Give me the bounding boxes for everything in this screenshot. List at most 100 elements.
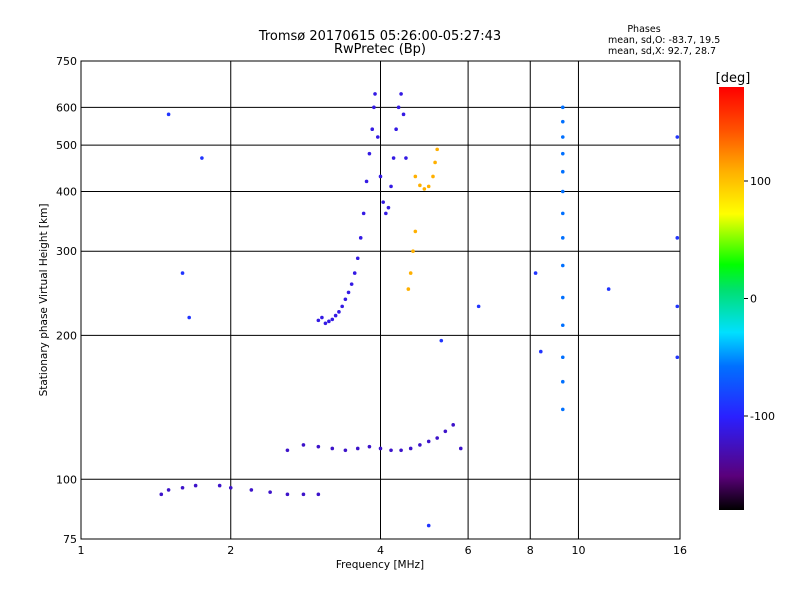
data-point xyxy=(458,446,463,451)
data-point xyxy=(340,304,344,309)
x-tick-label: 8 xyxy=(527,544,534,557)
data-point xyxy=(384,211,388,216)
chart-title: Tromsø 20170615 05:26:00-05:27:43 xyxy=(258,29,501,44)
data-point xyxy=(560,295,565,300)
data-point xyxy=(378,174,383,179)
data-point xyxy=(396,105,401,110)
data-point xyxy=(439,338,444,343)
colorbar-ticks: 100 0 -100 xyxy=(744,175,775,423)
data-point xyxy=(560,135,565,139)
data-point xyxy=(330,317,335,322)
colorbar-tick-label: 100 xyxy=(750,175,771,188)
data-point xyxy=(364,179,369,184)
data-point xyxy=(375,135,380,139)
data-point xyxy=(418,183,422,188)
data-point xyxy=(333,313,338,318)
data-point xyxy=(378,446,383,451)
data-point xyxy=(560,355,565,360)
data-point xyxy=(406,287,411,291)
data-point xyxy=(418,443,422,447)
phases-heading: Phases xyxy=(627,24,660,35)
data-point xyxy=(560,189,565,194)
x-axis-ticks: 1 2 4 6 8 10 16 xyxy=(78,544,688,557)
data-point xyxy=(451,423,455,427)
data-point xyxy=(675,304,680,309)
data-point xyxy=(560,151,565,156)
data-point xyxy=(560,105,565,110)
chart-subtitle: RwPretec (Bp) xyxy=(334,42,426,57)
data-point xyxy=(560,407,565,412)
y-axis-label: Stationary phase Virtual Height [km] xyxy=(38,204,50,397)
data-point xyxy=(426,439,431,444)
data-point xyxy=(426,184,431,189)
data-point xyxy=(431,174,435,179)
data-point xyxy=(355,256,360,261)
data-points xyxy=(159,92,680,528)
data-point xyxy=(349,282,354,286)
y-tick-label: 200 xyxy=(56,329,77,342)
data-point xyxy=(316,492,321,497)
data-point xyxy=(401,112,406,117)
data-point xyxy=(343,448,348,453)
phases-x-stats: mean, sd,X: 92.7, 28.7 xyxy=(608,46,716,57)
y-tick-label: 300 xyxy=(56,245,77,258)
data-point xyxy=(381,200,385,204)
data-point xyxy=(389,184,393,189)
y-tick-label: 600 xyxy=(56,101,77,114)
y-axis-ticks: 75 100 200 300 400 500 600 750 xyxy=(56,55,77,546)
x-tick-label: 1 xyxy=(78,544,85,557)
data-point xyxy=(200,156,204,160)
data-point xyxy=(538,349,543,354)
y-tick-label: 75 xyxy=(63,533,77,546)
data-point xyxy=(166,112,171,117)
data-point xyxy=(422,187,427,191)
data-point xyxy=(394,127,398,131)
colorbar xyxy=(719,87,744,510)
data-point xyxy=(343,297,348,302)
data-point xyxy=(675,135,680,139)
data-point xyxy=(285,492,290,497)
x-tick-label: 6 xyxy=(465,544,472,557)
data-point xyxy=(193,483,198,488)
data-point xyxy=(408,446,413,451)
colorbar-label: [deg] xyxy=(716,71,751,86)
data-point xyxy=(533,271,538,275)
x-axis-label: Frequency [MHz] xyxy=(336,559,424,571)
data-point xyxy=(166,488,171,492)
grid xyxy=(81,61,680,539)
data-point xyxy=(337,310,341,314)
data-point xyxy=(435,147,439,152)
data-point xyxy=(560,323,565,328)
data-point xyxy=(330,446,335,451)
data-point xyxy=(285,448,290,453)
data-point xyxy=(361,211,366,216)
y-tick-label: 500 xyxy=(56,139,77,152)
colorbar-tick-label: -100 xyxy=(750,410,775,423)
data-point xyxy=(476,304,481,309)
x-tick-label: 2 xyxy=(227,544,234,557)
data-point xyxy=(268,490,272,494)
data-point xyxy=(249,488,254,492)
phases-o-stats: mean, sd,O: -83.7, 19.5 xyxy=(608,35,720,46)
data-point xyxy=(404,156,408,160)
data-point xyxy=(399,448,403,453)
data-point xyxy=(413,229,418,234)
data-point xyxy=(358,236,363,240)
data-point xyxy=(320,315,324,320)
data-point xyxy=(372,105,376,110)
data-point xyxy=(180,271,185,275)
data-point xyxy=(560,236,565,240)
data-point xyxy=(675,355,680,360)
data-point xyxy=(399,92,403,96)
data-point xyxy=(560,263,565,268)
data-point xyxy=(367,444,372,449)
data-point xyxy=(187,315,191,320)
data-point xyxy=(443,429,448,434)
data-point xyxy=(426,523,431,528)
data-point xyxy=(355,446,360,451)
x-tick-label: 4 xyxy=(377,544,384,557)
data-point xyxy=(316,318,321,323)
data-point xyxy=(301,492,306,497)
data-point xyxy=(327,319,331,324)
